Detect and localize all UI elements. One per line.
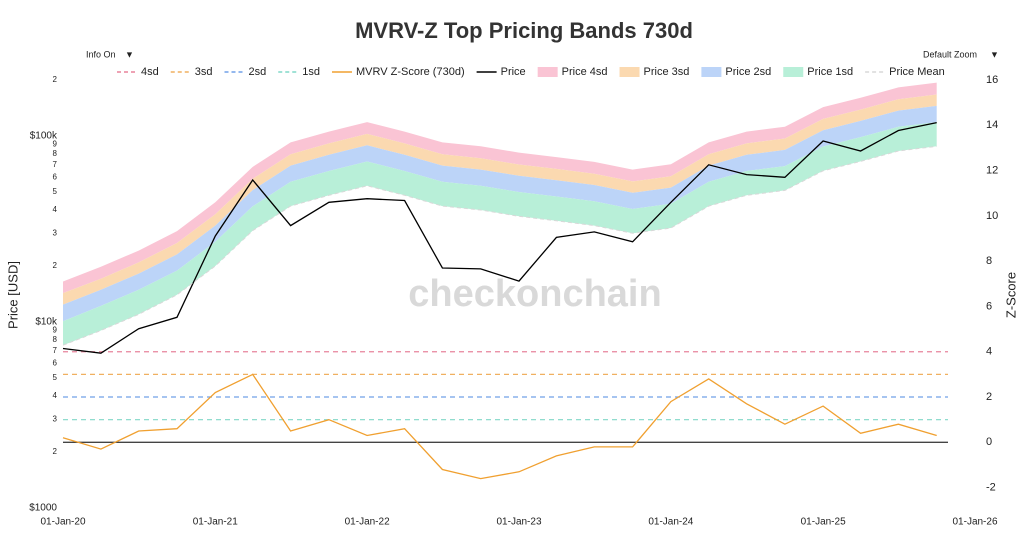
legend-label: 1sd <box>302 66 320 78</box>
legend-label: Price 3sd <box>644 66 690 78</box>
zoom-select[interactable]: Default Zoom <box>923 49 977 59</box>
y-tick-label: 6 <box>53 358 58 367</box>
legend-label: Price 2sd <box>725 66 771 78</box>
x-tick-label: 01-Jan-25 <box>801 517 846 528</box>
y-tick-label: 4 <box>53 205 58 214</box>
y-tick-label: 3 <box>53 228 58 237</box>
info-arrow[interactable]: ▼ <box>125 49 134 59</box>
y-tick-label: 2 <box>53 261 58 270</box>
legend-item: 4sd <box>117 66 159 78</box>
x-tick-label: 01-Jan-20 <box>40 517 85 528</box>
series-line <box>62 121 937 354</box>
legend-label: 2sd <box>249 66 267 78</box>
legend-item: 2sd <box>224 66 267 78</box>
legend-item: Price Mean <box>865 66 945 78</box>
y-tick-label: 2 <box>53 75 58 84</box>
y2-tick-label: 6 <box>986 300 992 312</box>
y-tick-label: 7 <box>53 346 58 355</box>
price-band <box>63 82 937 294</box>
x-tick-label: 01-Jan-24 <box>648 517 693 528</box>
y-tick-label: 2 <box>53 447 58 456</box>
y-tick-label: 7 <box>53 160 58 169</box>
y-tick-label: $1000 <box>29 503 57 514</box>
info-toggle[interactable]: Info On <box>86 49 116 59</box>
y-tick-label: 6 <box>53 172 58 181</box>
legend-item: MVRV Z-Score (730d) <box>332 66 465 78</box>
legend-label: Price Mean <box>889 66 945 78</box>
y-axis-title: Price [USD] <box>5 261 20 329</box>
legend-label: Price 1sd <box>807 66 853 78</box>
legend-swatch <box>783 67 804 77</box>
legend-label: Price <box>501 66 526 78</box>
y2-tick-label: -2 <box>986 482 996 494</box>
price-band <box>63 94 937 305</box>
legend-item: 1sd <box>278 66 320 78</box>
legend-item: Price 3sd <box>619 66 690 78</box>
chart-title: MVRV-Z Top Pricing Bands 730d <box>355 18 693 43</box>
y-tick-label: 9 <box>53 140 58 149</box>
price-band <box>63 105 937 322</box>
y-tick-label: 5 <box>53 187 58 196</box>
legend-swatch <box>537 67 558 77</box>
x-tick-label: 01-Jan-26 <box>952 517 997 528</box>
legend-item: Price <box>476 66 526 78</box>
legend-label: MVRV Z-Score (730d) <box>356 66 465 78</box>
y2-tick-label: 12 <box>986 164 998 176</box>
legend-item: Price 2sd <box>701 66 771 78</box>
zoom-arrow[interactable]: ▼ <box>990 49 999 59</box>
x-tick-label: 01-Jan-22 <box>345 517 390 528</box>
y2-tick-label: 0 <box>986 436 992 448</box>
legend-label: 4sd <box>141 66 159 78</box>
legend-swatch <box>619 67 640 77</box>
y2-tick-label: 2 <box>986 391 992 403</box>
legend-label: Price 4sd <box>562 66 608 78</box>
legend-item: Price 1sd <box>783 66 853 78</box>
y-tick-label: 4 <box>53 391 58 400</box>
legend-item: Price 4sd <box>537 66 608 78</box>
y-tick-label: 3 <box>53 414 58 423</box>
y2-axis-title: Z-Score <box>1003 272 1018 318</box>
series-line <box>62 145 937 346</box>
series-line <box>62 373 937 480</box>
y2-tick-label: 14 <box>986 119 998 131</box>
y2-tick-label: 8 <box>986 255 992 267</box>
y-tick-label: 5 <box>53 373 58 382</box>
x-tick-label: 01-Jan-23 <box>496 517 541 528</box>
y2-tick-label: 16 <box>986 74 998 86</box>
y-tick-label: $10k <box>35 317 58 328</box>
y2-tick-label: 4 <box>986 346 992 358</box>
x-tick-label: 01-Jan-21 <box>193 517 238 528</box>
price-band <box>63 122 937 346</box>
y-tick-label: 9 <box>53 326 58 335</box>
watermark: checkonchain <box>408 273 661 315</box>
y-tick-label: 8 <box>53 335 58 344</box>
y2-tick-label: 10 <box>986 210 998 222</box>
y-tick-label: $100k <box>30 131 58 142</box>
legend-label: 3sd <box>195 66 213 78</box>
legend-item: 3sd <box>170 66 213 78</box>
y-tick-label: 8 <box>53 149 58 158</box>
legend-swatch <box>701 67 722 77</box>
